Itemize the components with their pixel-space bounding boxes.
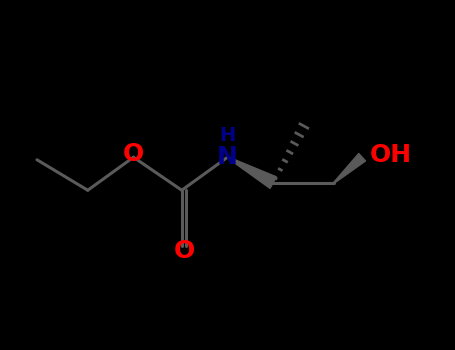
Polygon shape xyxy=(334,153,365,183)
Text: OH: OH xyxy=(370,143,412,167)
Text: H: H xyxy=(219,126,236,145)
Text: O: O xyxy=(174,239,195,263)
Text: O: O xyxy=(123,142,144,166)
Text: N: N xyxy=(217,145,238,169)
Polygon shape xyxy=(227,157,277,188)
